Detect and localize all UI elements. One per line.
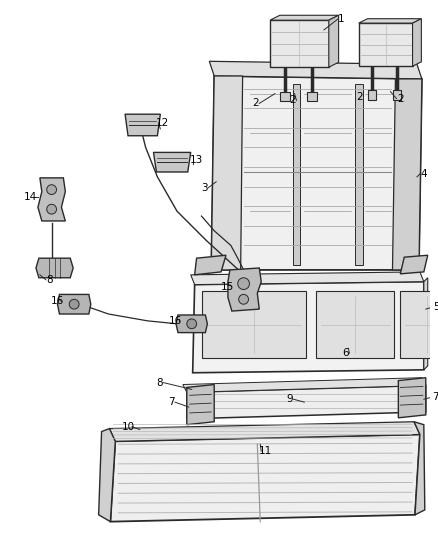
Circle shape: [238, 278, 250, 289]
Text: 2: 2: [397, 93, 404, 103]
Polygon shape: [392, 79, 422, 270]
Text: 9: 9: [286, 394, 293, 404]
Text: 13: 13: [190, 155, 203, 165]
Text: 6: 6: [342, 348, 349, 358]
Text: 2: 2: [252, 99, 259, 108]
Polygon shape: [209, 61, 422, 79]
Polygon shape: [355, 84, 363, 265]
Polygon shape: [368, 90, 376, 100]
Polygon shape: [57, 294, 91, 314]
Polygon shape: [99, 429, 115, 522]
Polygon shape: [280, 92, 290, 101]
Polygon shape: [359, 19, 421, 23]
Text: 3: 3: [201, 183, 208, 192]
Polygon shape: [202, 292, 306, 358]
Polygon shape: [187, 385, 426, 419]
Text: 8: 8: [156, 377, 162, 387]
Polygon shape: [307, 92, 317, 101]
Text: 10: 10: [121, 422, 134, 432]
Polygon shape: [176, 315, 207, 333]
Polygon shape: [270, 20, 329, 67]
Polygon shape: [183, 378, 426, 392]
Text: 8: 8: [46, 274, 53, 285]
Polygon shape: [228, 268, 261, 311]
Polygon shape: [194, 255, 226, 275]
Text: 1: 1: [338, 14, 345, 24]
Circle shape: [47, 204, 57, 214]
Circle shape: [47, 185, 57, 195]
Polygon shape: [36, 258, 73, 278]
Polygon shape: [398, 378, 426, 418]
Polygon shape: [359, 23, 413, 66]
Text: 2: 2: [356, 92, 363, 102]
Polygon shape: [316, 292, 395, 358]
Text: 16: 16: [169, 316, 182, 326]
Polygon shape: [125, 114, 160, 136]
Polygon shape: [193, 281, 424, 373]
Polygon shape: [393, 90, 401, 100]
Polygon shape: [110, 434, 420, 522]
Polygon shape: [413, 19, 421, 66]
Polygon shape: [400, 255, 428, 274]
Polygon shape: [187, 384, 214, 425]
Polygon shape: [38, 178, 65, 221]
Text: 7: 7: [168, 397, 174, 407]
Text: 4: 4: [420, 169, 427, 179]
Text: 5: 5: [433, 302, 438, 312]
Polygon shape: [191, 272, 424, 285]
Text: 7: 7: [432, 392, 438, 402]
Text: 12: 12: [155, 118, 169, 128]
Text: 15: 15: [221, 281, 235, 292]
Polygon shape: [270, 15, 339, 20]
Polygon shape: [110, 422, 420, 441]
Polygon shape: [211, 76, 422, 270]
Text: 2: 2: [289, 95, 296, 106]
Polygon shape: [400, 292, 438, 358]
Text: 14: 14: [24, 192, 37, 203]
Polygon shape: [153, 152, 191, 172]
Text: 11: 11: [258, 446, 272, 456]
Polygon shape: [211, 76, 243, 270]
Polygon shape: [293, 84, 300, 265]
Circle shape: [187, 319, 197, 329]
Circle shape: [69, 300, 79, 309]
Polygon shape: [329, 15, 339, 67]
Text: 16: 16: [51, 296, 64, 306]
Circle shape: [239, 294, 248, 304]
Polygon shape: [414, 422, 425, 515]
Polygon shape: [424, 278, 428, 370]
